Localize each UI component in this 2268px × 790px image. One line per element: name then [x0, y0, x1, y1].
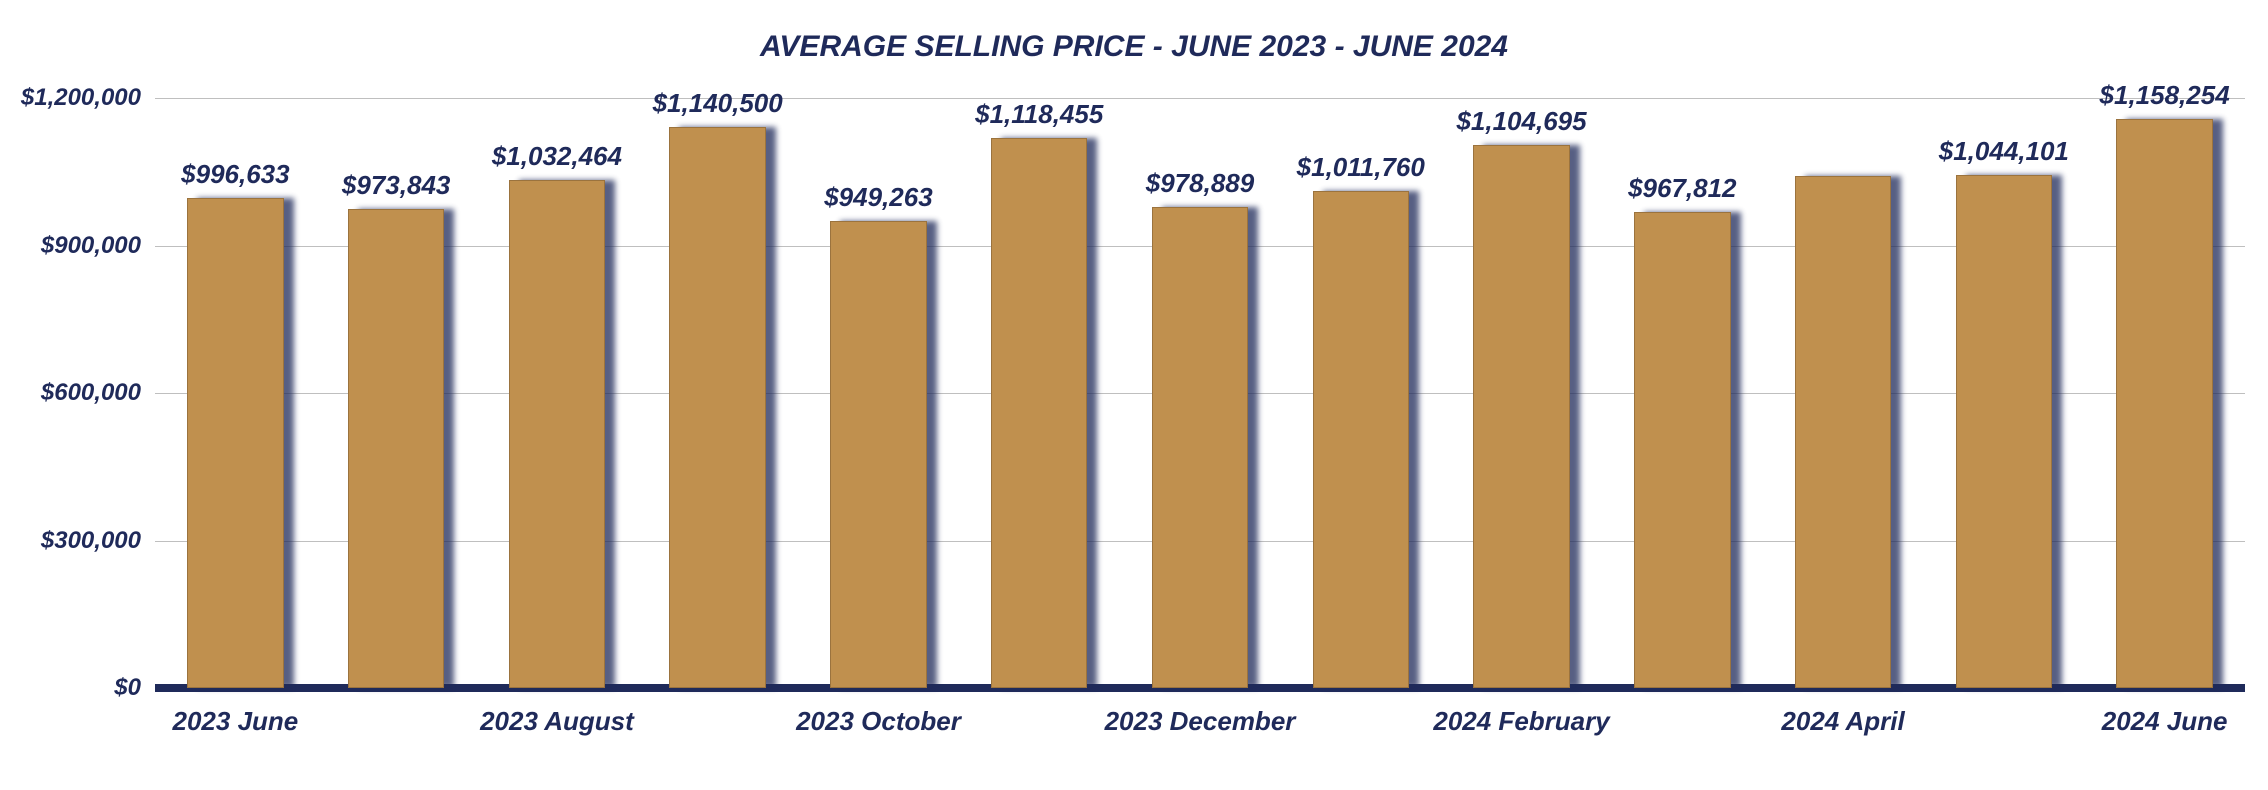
bar	[1313, 191, 1409, 688]
bar-value-label: $996,633	[181, 159, 289, 190]
bar	[830, 221, 926, 688]
bar-value-label: $949,263	[824, 182, 932, 213]
bar	[2116, 119, 2212, 688]
bar-value-label: $1,118,455	[975, 99, 1103, 130]
bar	[187, 198, 283, 688]
x-tick-label: 2023 August	[480, 706, 634, 737]
bar	[509, 180, 605, 688]
bar-slot: $978,889	[1120, 98, 1281, 688]
bar-value-label: $1,044,101	[1939, 136, 2069, 167]
plot-area: $0$300,000$600,000$900,000$1,200,000$996…	[155, 98, 2245, 688]
bar-slot: $1,140,500	[637, 98, 798, 688]
bar-slot	[1763, 98, 1924, 688]
bar	[1956, 175, 2052, 688]
avg-selling-price-chart: AVERAGE SELLING PRICE - JUNE 2023 - JUNE…	[0, 0, 2268, 790]
bar-value-label: $967,812	[1628, 173, 1736, 204]
y-tick-label: $0	[114, 674, 155, 702]
bar-value-label: $1,011,760	[1297, 152, 1425, 183]
bar-value-label: $978,889	[1146, 168, 1254, 199]
bar-slot: $973,843	[316, 98, 477, 688]
x-tick-label: 2023 December	[1105, 706, 1296, 737]
bar-value-label: $1,104,695	[1456, 106, 1586, 137]
bar	[1473, 145, 1569, 688]
bar-slot: $1,118,455	[959, 98, 1120, 688]
bar	[991, 138, 1087, 688]
x-tick-label: 2024 June	[2102, 706, 2228, 737]
y-tick-label: $600,000	[41, 379, 155, 407]
x-tick-label: 2024 February	[1433, 706, 1609, 737]
bar-slot: $1,104,695	[1441, 98, 1602, 688]
bar-slot: $996,633	[155, 98, 316, 688]
bar	[348, 209, 444, 688]
bar-value-label: $1,140,500	[653, 88, 783, 119]
y-tick-label: $300,000	[41, 527, 155, 555]
bar-value-label: $973,843	[342, 170, 450, 201]
bar	[1795, 176, 1891, 688]
bar-slot: $967,812	[1602, 98, 1763, 688]
bar	[1634, 212, 1730, 688]
bar-slot: $1,044,101	[1923, 98, 2084, 688]
y-tick-label: $900,000	[41, 232, 155, 260]
x-tick-label: 2023 June	[173, 706, 299, 737]
y-tick-label: $1,200,000	[21, 84, 155, 112]
bar-slot: $1,032,464	[477, 98, 638, 688]
bar	[1152, 207, 1248, 688]
bar-slot: $949,263	[798, 98, 959, 688]
x-tick-label: 2024 April	[1781, 706, 1904, 737]
bar-slot: $1,158,254	[2084, 98, 2245, 688]
bar-value-label: $1,032,464	[492, 141, 622, 172]
bar	[669, 127, 765, 688]
bar-slot: $1,011,760	[1280, 98, 1441, 688]
x-tick-label: 2023 October	[796, 706, 961, 737]
bar-value-label: $1,158,254	[2100, 80, 2230, 111]
chart-title: AVERAGE SELLING PRICE - JUNE 2023 - JUNE…	[0, 30, 2268, 64]
